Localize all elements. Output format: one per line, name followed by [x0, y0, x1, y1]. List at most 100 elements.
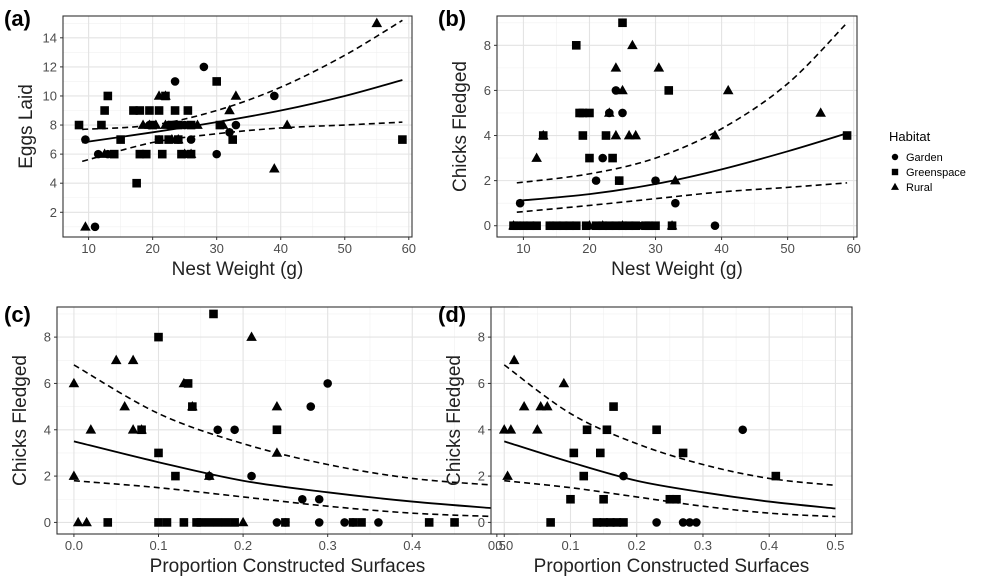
point-rural	[617, 220, 628, 230]
point-rural	[630, 129, 642, 140]
panel-label: (b)	[438, 6, 466, 31]
point-garden	[374, 518, 383, 527]
y-tick-label: 2	[478, 469, 485, 484]
point-greenspace	[103, 518, 113, 527]
point-greenspace	[221, 518, 231, 527]
point-garden	[611, 86, 621, 95]
y-tick-label: 6	[50, 147, 57, 162]
y-tick-label: 14	[43, 30, 57, 45]
fit-curves	[73, 364, 497, 518]
fit-line	[503, 440, 836, 510]
x-tick-label: 40	[273, 241, 287, 256]
ci-upper-line	[516, 22, 848, 184]
point-greenspace	[614, 176, 624, 185]
y-tick-label: 4	[44, 422, 51, 437]
y-axis-title: Chicks Fledged	[10, 355, 31, 486]
point-greenspace	[608, 153, 617, 163]
y-tick-label: 8	[478, 330, 485, 345]
point-greenspace	[619, 518, 628, 527]
point-greenspace	[173, 120, 183, 130]
point-greenspace	[618, 18, 627, 28]
y-tick-label: 10	[43, 88, 57, 103]
point-greenspace	[450, 518, 459, 527]
point-rural	[281, 119, 293, 129]
y-tick-label: 4	[50, 176, 57, 191]
point-garden	[247, 471, 256, 481]
point-rural	[584, 220, 595, 230]
point-garden	[323, 379, 332, 388]
point-rural	[558, 377, 570, 388]
point-rural	[217, 119, 229, 129]
point-greenspace	[599, 518, 608, 527]
point-rural	[709, 129, 721, 140]
point-garden	[199, 62, 209, 72]
point-garden	[213, 425, 223, 435]
point-greenspace	[154, 135, 164, 144]
point-greenspace	[145, 106, 154, 115]
point-garden	[186, 135, 196, 144]
point-greenspace	[624, 221, 634, 231]
point-greenspace	[154, 106, 164, 115]
point-garden	[170, 77, 180, 86]
point-greenspace	[154, 518, 163, 527]
panel-label: (a)	[4, 6, 31, 31]
point-rural	[269, 163, 280, 173]
plot-border	[496, 15, 858, 238]
y-tick-label: 4	[478, 422, 485, 437]
point-greenspace	[592, 518, 602, 527]
point-greenspace	[591, 221, 601, 231]
point-greenspace	[109, 149, 119, 159]
point-rural	[653, 62, 665, 72]
y-tick-label: 2	[484, 173, 491, 188]
legend-label-garden: Garden	[906, 152, 943, 164]
y-tick-label: 12	[43, 59, 57, 74]
y-tick-label: 2	[44, 469, 51, 484]
point-rural	[110, 354, 122, 365]
point-greenspace	[581, 221, 591, 231]
point-garden	[314, 518, 324, 527]
x-axis-title: Nest Weight (g)	[172, 259, 304, 280]
x-tick-label: 50	[780, 241, 794, 256]
point-rural	[537, 129, 549, 140]
point-greenspace	[212, 77, 221, 86]
legend-label-greenspace: Greenspace	[906, 167, 966, 179]
legend: Habitat Garden Greenspace Rural	[889, 129, 966, 194]
point-greenspace	[569, 448, 579, 458]
y-axis-title: Chicks Fledged	[444, 355, 465, 486]
panel-a: 10 20 30 40 50 60 2 4 6 8 10 12 14 Nest Weight (g) Egg…	[4, 6, 416, 280]
point-greenspace	[141, 149, 151, 159]
point-rural	[160, 119, 171, 129]
point-rural	[185, 148, 197, 158]
point-rural	[203, 470, 215, 480]
point-garden	[685, 518, 695, 527]
point-greenspace	[595, 448, 605, 458]
point-greenspace	[398, 135, 407, 144]
x-axis-title: Proportion Constructed Surfaces	[150, 556, 426, 577]
point-rural	[603, 107, 615, 117]
point-greenspace	[177, 149, 186, 159]
y-tick-label: 6	[484, 83, 491, 98]
point-rural	[610, 129, 622, 140]
point-rural	[187, 401, 198, 411]
point-garden	[90, 222, 100, 232]
point-greenspace	[215, 120, 225, 130]
fit-curves	[516, 22, 848, 213]
point-greenspace	[183, 379, 193, 388]
point-greenspace	[512, 221, 522, 231]
point-greenspace	[546, 518, 555, 527]
x-tick-label: 10	[516, 241, 530, 256]
point-rural	[617, 84, 628, 95]
point-garden	[298, 494, 307, 504]
point-garden	[230, 425, 239, 435]
x-tick-label: 0.4	[760, 538, 778, 553]
x-tick-label: 30	[648, 241, 662, 256]
x-tick-label: 20	[582, 241, 596, 256]
point-greenspace	[585, 108, 594, 118]
y-tick-label: 8	[44, 330, 51, 345]
data-points	[498, 354, 781, 527]
x-tick-label: 0.0	[495, 538, 513, 553]
point-rural	[136, 424, 147, 434]
point-rural	[127, 424, 139, 434]
point-greenspace	[171, 471, 180, 481]
